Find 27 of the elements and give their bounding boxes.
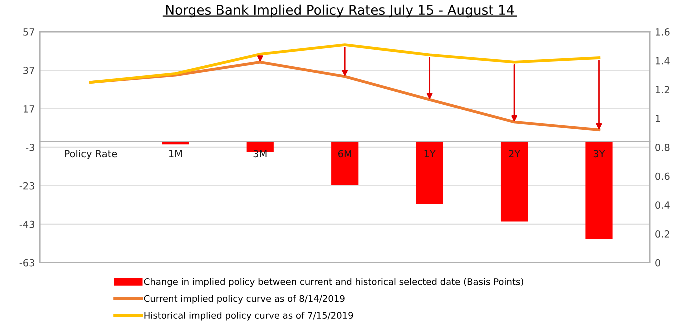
x-tick-label: 1Y (424, 150, 436, 158)
x-tick-label: Policy Rate (65, 150, 118, 160)
chart-title: Norges Bank Implied Policy Rates July 15 - August 14 (166, 4, 514, 18)
y2-tick-label: 0.8 (656, 144, 670, 152)
legend-label: Change in implied policy between current and historical selected date (Basis Points) (144, 278, 524, 288)
y2-tick-label: 0.6 (656, 172, 670, 180)
y2-tick-label: 1 (656, 115, 660, 122)
y-tick-label: 57 (24, 28, 34, 36)
x-tick-label: 1M (169, 150, 182, 158)
y-tick-label: -23 (20, 182, 34, 190)
y-tick-label: 37 (24, 67, 34, 74)
y2-tick-label: 1.2 (656, 86, 670, 94)
y2-tick-label: 0.2 (656, 230, 670, 238)
x-tick-label: 3Y (594, 150, 606, 158)
y-tick-label: 17 (24, 106, 34, 113)
y-tick-label: -43 (20, 220, 34, 228)
x-tick-label: 6M (338, 150, 352, 158)
x-tick-label: 2Y (509, 150, 521, 158)
y2-tick-label: 0.4 (656, 202, 670, 210)
line-series (90, 44, 601, 84)
legend-label: Current implied policy curve as of 8/14/2019 (144, 295, 345, 304)
y2-tick-label: 1.6 (656, 28, 670, 36)
y-tick-label: -3 (26, 144, 34, 152)
legend-label: Historical implied policy curve as of 7/15/2019 (144, 312, 354, 321)
y2-tick-label: 1.4 (656, 58, 670, 65)
y2-tick-label: 0 (656, 259, 660, 267)
y-tick-label: -63 (20, 259, 34, 267)
